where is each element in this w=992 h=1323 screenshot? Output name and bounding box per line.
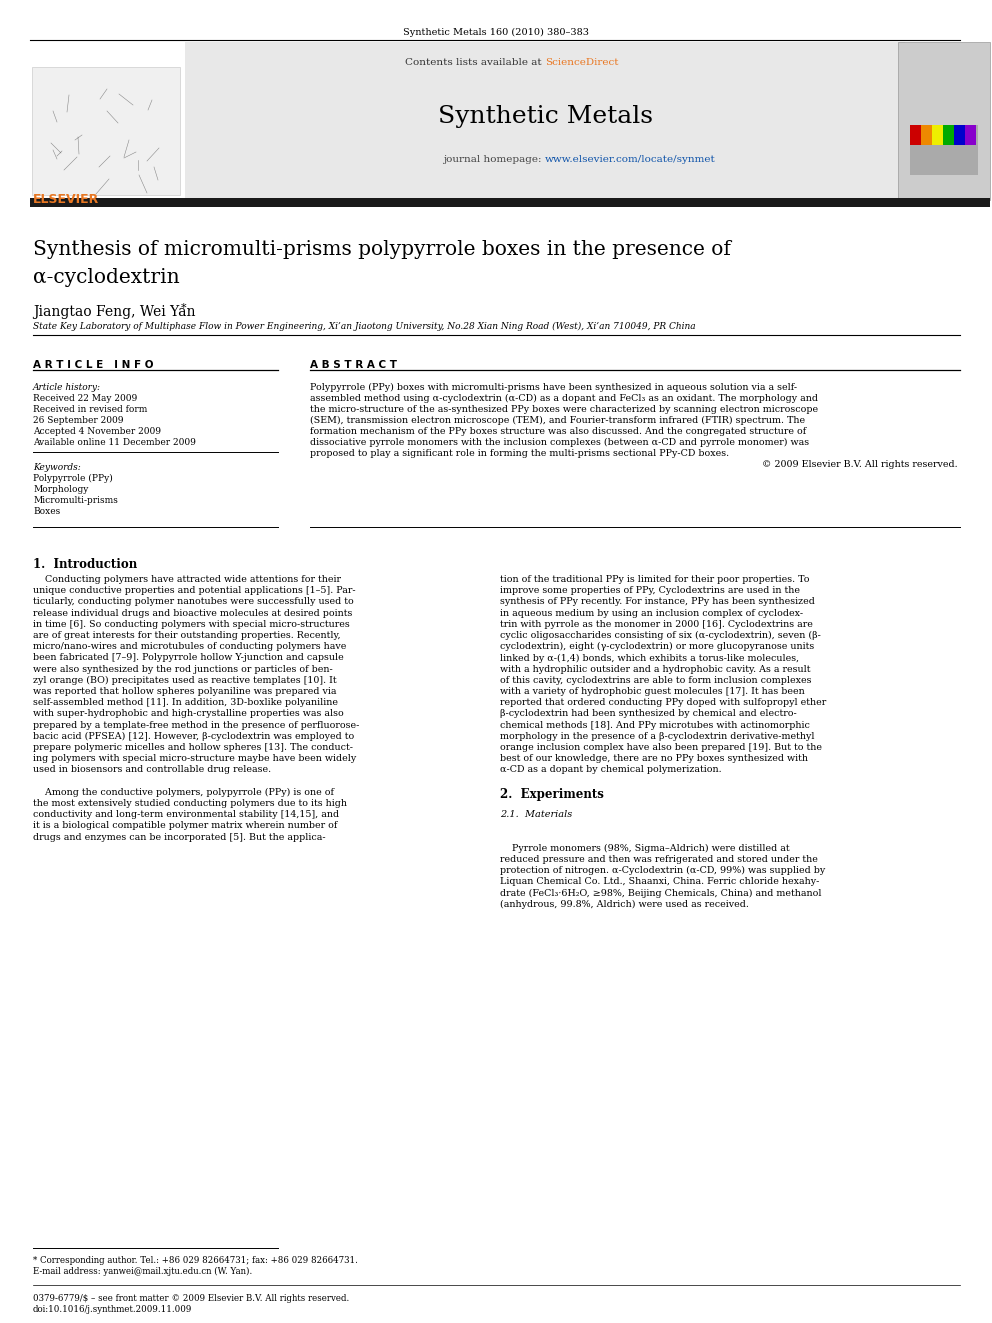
- Text: drugs and enzymes can be incorporated [5]. But the applica-: drugs and enzymes can be incorporated [5…: [33, 832, 325, 841]
- Text: State Key Laboratory of Multiphase Flow in Power Engineering, Xi’an Jiaotong Uni: State Key Laboratory of Multiphase Flow …: [33, 321, 695, 331]
- Text: Contents lists available at: Contents lists available at: [405, 58, 545, 67]
- Text: linked by α-(1,4) bonds, which exhibits a torus-like molecules,: linked by α-(1,4) bonds, which exhibits …: [500, 654, 800, 663]
- Bar: [30, 198, 990, 206]
- Text: trin with pyrrole as the monomer in 2000 [16]. Cyclodextrins are: trin with pyrrole as the monomer in 2000…: [500, 619, 812, 628]
- Text: ing polymers with special micro-structure maybe have been widely: ing polymers with special micro-structur…: [33, 754, 356, 763]
- Text: A B S T R A C T: A B S T R A C T: [310, 360, 397, 370]
- Text: (SEM), transmission electron microscope (TEM), and Fourier-transform infrared (F: (SEM), transmission electron microscope …: [310, 415, 806, 425]
- Text: Received in revised form: Received in revised form: [33, 405, 148, 414]
- Text: are of great interests for their outstanding properties. Recently,: are of great interests for their outstan…: [33, 631, 340, 640]
- Bar: [898, 42, 990, 200]
- Text: the most extensively studied conducting polymers due to its high: the most extensively studied conducting …: [33, 799, 347, 808]
- Text: Polypyrrole (PPy) boxes with micromulti-prisms have been synthesized in aqueous : Polypyrrole (PPy) boxes with micromulti-…: [310, 382, 798, 392]
- Text: with a hydrophilic outsider and a hydrophobic cavity. As a result: with a hydrophilic outsider and a hydrop…: [500, 664, 810, 673]
- Text: best of our knowledge, there are no PPy boxes synthesized with: best of our knowledge, there are no PPy …: [500, 754, 808, 763]
- Text: *: *: [181, 303, 186, 314]
- Text: zyl orange (BO) precipitates used as reactive templates [10]. It: zyl orange (BO) precipitates used as rea…: [33, 676, 336, 685]
- Text: conductivity and long-term environmental stability [14,15], and: conductivity and long-term environmental…: [33, 810, 339, 819]
- Text: cyclic oligosaccharides consisting of six (α-cyclodextrin), seven (β-: cyclic oligosaccharides consisting of si…: [500, 631, 820, 640]
- Text: Boxes: Boxes: [33, 507, 61, 516]
- Text: 26 September 2009: 26 September 2009: [33, 415, 123, 425]
- Bar: [910, 124, 921, 146]
- Text: Micromulti-prisms: Micromulti-prisms: [33, 496, 118, 505]
- Text: chemical methods [18]. And PPy microtubes with actinomorphic: chemical methods [18]. And PPy microtube…: [500, 721, 809, 729]
- Text: © 2009 Elsevier B.V. All rights reserved.: © 2009 Elsevier B.V. All rights reserved…: [763, 460, 958, 468]
- Bar: [943, 124, 954, 146]
- Text: Synthesis of micromulti-prisms polypyrrole boxes in the presence of: Synthesis of micromulti-prisms polypyrro…: [33, 239, 731, 259]
- Text: improve some properties of PPy, Cyclodextrins are used in the: improve some properties of PPy, Cyclodex…: [500, 586, 800, 595]
- Text: was reported that hollow spheres polyaniline was prepared via: was reported that hollow spheres polyani…: [33, 687, 336, 696]
- Text: reported that ordered conducting PPy doped with sulfopropyl ether: reported that ordered conducting PPy dop…: [500, 699, 826, 708]
- Text: ScienceDirect: ScienceDirect: [545, 58, 618, 67]
- Text: Synthetic Metals 160 (2010) 380–383: Synthetic Metals 160 (2010) 380–383: [403, 28, 589, 37]
- Text: doi:10.1016/j.synthmet.2009.11.009: doi:10.1016/j.synthmet.2009.11.009: [33, 1304, 192, 1314]
- Text: Available online 11 December 2009: Available online 11 December 2009: [33, 438, 195, 447]
- Text: dissociative pyrrole monomers with the inclusion complexes (between α-CD and pyr: dissociative pyrrole monomers with the i…: [310, 438, 809, 447]
- Bar: [932, 124, 943, 146]
- Text: Received 22 May 2009: Received 22 May 2009: [33, 394, 137, 404]
- Text: micro/nano-wires and microtubules of conducting polymers have: micro/nano-wires and microtubules of con…: [33, 642, 346, 651]
- Text: the micro-structure of the as-synthesized PPy boxes were characterized by scanni: the micro-structure of the as-synthesize…: [310, 405, 818, 414]
- Text: proposed to play a significant role in forming the multi-prisms sectional PPy-CD: proposed to play a significant role in f…: [310, 448, 729, 458]
- Text: with super-hydrophobic and high-crystalline properties was also: with super-hydrophobic and high-crystall…: [33, 709, 344, 718]
- Text: Synthetic Metals: Synthetic Metals: [437, 105, 653, 128]
- Text: protection of nitrogen. α-Cyclodextrin (α-CD, 99%) was supplied by: protection of nitrogen. α-Cyclodextrin (…: [500, 867, 825, 876]
- Text: Among the conductive polymers, polypyrrole (PPy) is one of: Among the conductive polymers, polypyrro…: [33, 787, 334, 796]
- Bar: [32, 67, 180, 194]
- Bar: [921, 124, 932, 146]
- Text: been fabricated [7–9]. Polypyrrole hollow Y-junction and capsule: been fabricated [7–9]. Polypyrrole hollo…: [33, 654, 344, 663]
- Text: formation mechanism of the PPy boxes structure was also discussed. And the congr: formation mechanism of the PPy boxes str…: [310, 427, 806, 437]
- Text: reduced pressure and then was refrigerated and stored under the: reduced pressure and then was refrigerat…: [500, 855, 817, 864]
- Text: prepare polymeric micelles and hollow spheres [13]. The conduct-: prepare polymeric micelles and hollow sp…: [33, 744, 353, 751]
- Text: * Corresponding author. Tel.: +86 029 82664731; fax: +86 029 82664731.: * Corresponding author. Tel.: +86 029 82…: [33, 1256, 358, 1265]
- Text: were also synthesized by the rod junctions or particles of ben-: were also synthesized by the rod junctio…: [33, 664, 332, 673]
- Bar: [965, 124, 976, 146]
- Text: Accepted 4 November 2009: Accepted 4 November 2009: [33, 427, 161, 437]
- Text: Polypyrrole (PPy): Polypyrrole (PPy): [33, 474, 113, 483]
- Text: 0379-6779/$ – see front matter © 2009 Elsevier B.V. All rights reserved.: 0379-6779/$ – see front matter © 2009 El…: [33, 1294, 349, 1303]
- Text: www.elsevier.com/locate/synmet: www.elsevier.com/locate/synmet: [545, 155, 716, 164]
- Text: drate (FeCl₃·6H₂O, ≥98%, Beijing Chemicals, China) and methanol: drate (FeCl₃·6H₂O, ≥98%, Beijing Chemica…: [500, 889, 821, 898]
- Bar: [910, 124, 978, 175]
- Text: cyclodextrin), eight (γ-cyclodextrin) or more glucopyranose units: cyclodextrin), eight (γ-cyclodextrin) or…: [500, 642, 814, 651]
- Text: Morphology: Morphology: [33, 486, 88, 493]
- Text: Jiangtao Feng, Wei Yan: Jiangtao Feng, Wei Yan: [33, 306, 195, 319]
- Text: assembled method using α-cyclodextrin (α-CD) as a dopant and FeCl₃ as an oxidant: assembled method using α-cyclodextrin (α…: [310, 394, 818, 404]
- Text: (anhydrous, 99.8%, Aldrich) were used as received.: (anhydrous, 99.8%, Aldrich) were used as…: [500, 900, 749, 909]
- Text: release individual drugs and bioactive molecules at desired points: release individual drugs and bioactive m…: [33, 609, 352, 618]
- Text: α-CD as a dopant by chemical polymerization.: α-CD as a dopant by chemical polymerizat…: [500, 766, 721, 774]
- Text: with a variety of hydrophobic guest molecules [17]. It has been: with a variety of hydrophobic guest mole…: [500, 687, 805, 696]
- Text: Keywords:: Keywords:: [33, 463, 80, 472]
- Text: ELSEVIER: ELSEVIER: [33, 193, 99, 206]
- Text: in time [6]. So conducting polymers with special micro-structures: in time [6]. So conducting polymers with…: [33, 619, 350, 628]
- Text: 2.  Experiments: 2. Experiments: [500, 787, 604, 800]
- Text: A R T I C L E   I N F O: A R T I C L E I N F O: [33, 360, 154, 370]
- Text: bacic acid (PFSEA) [12]. However, β-cyclodextrin was employed to: bacic acid (PFSEA) [12]. However, β-cycl…: [33, 732, 354, 741]
- Text: tion of the traditional PPy is limited for their poor properties. To: tion of the traditional PPy is limited f…: [500, 576, 809, 583]
- Text: synthesis of PPy recently. For instance, PPy has been synthesized: synthesis of PPy recently. For instance,…: [500, 598, 814, 606]
- Bar: [185, 42, 905, 200]
- Text: 2.1.  Materials: 2.1. Materials: [500, 810, 572, 819]
- Text: journal homepage:: journal homepage:: [443, 155, 545, 164]
- Text: unique conductive properties and potential applications [1–5]. Par-: unique conductive properties and potenti…: [33, 586, 355, 595]
- Text: β-cyclodextrin had been synthesized by chemical and electro-: β-cyclodextrin had been synthesized by c…: [500, 709, 797, 718]
- Text: Liquan Chemical Co. Ltd., Shaanxi, China. Ferric chloride hexahy-: Liquan Chemical Co. Ltd., Shaanxi, China…: [500, 877, 819, 886]
- Text: 1.  Introduction: 1. Introduction: [33, 558, 137, 572]
- Text: Pyrrole monomers (98%, Sigma–Aldrich) were distilled at: Pyrrole monomers (98%, Sigma–Aldrich) we…: [500, 844, 790, 853]
- Text: of this cavity, cyclodextrins are able to form inclusion complexes: of this cavity, cyclodextrins are able t…: [500, 676, 811, 685]
- Text: used in biosensors and controllable drug release.: used in biosensors and controllable drug…: [33, 766, 271, 774]
- Text: Conducting polymers have attracted wide attentions for their: Conducting polymers have attracted wide …: [33, 576, 341, 583]
- Text: ticularly, conducting polymer nanotubes were successfully used to: ticularly, conducting polymer nanotubes …: [33, 598, 354, 606]
- Text: orange inclusion complex have also been prepared [19]. But to the: orange inclusion complex have also been …: [500, 744, 822, 751]
- Text: it is a biological compatible polymer matrix wherein number of: it is a biological compatible polymer ma…: [33, 822, 337, 831]
- Text: E-mail address: yanwei@mail.xjtu.edu.cn (W. Yan).: E-mail address: yanwei@mail.xjtu.edu.cn …: [33, 1267, 252, 1277]
- Text: self-assembled method [11]. In addition, 3D-boxlike polyaniline: self-assembled method [11]. In addition,…: [33, 699, 338, 708]
- Bar: [954, 124, 965, 146]
- Text: prepared by a template-free method in the presence of perfluorose-: prepared by a template-free method in th…: [33, 721, 359, 729]
- Text: in aqueous medium by using an inclusion complex of cyclodex-: in aqueous medium by using an inclusion …: [500, 609, 804, 618]
- Text: Article history:: Article history:: [33, 382, 101, 392]
- Text: α-cyclodextrin: α-cyclodextrin: [33, 269, 180, 287]
- Text: morphology in the presence of a β-cyclodextrin derivative-methyl: morphology in the presence of a β-cyclod…: [500, 732, 814, 741]
